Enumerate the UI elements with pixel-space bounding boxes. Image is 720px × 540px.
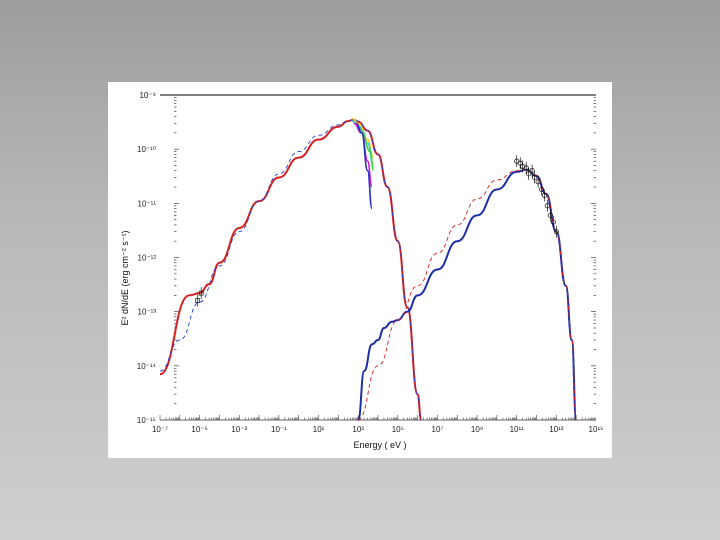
y-tick-label: 10⁻¹⁵ xyxy=(137,416,156,425)
series-line-2 xyxy=(357,168,578,421)
x-tick-label: 10¹ xyxy=(313,425,325,434)
y-tick-label: 10⁻¹⁰ xyxy=(137,145,156,154)
series-layer xyxy=(159,117,578,421)
x-tick-label: 10⁵ xyxy=(392,425,404,434)
x-tick-label: 10⁹ xyxy=(471,425,483,434)
x-tick-label: 10⁻¹ xyxy=(271,425,287,434)
data-point-circle xyxy=(539,186,545,193)
series-line-1 xyxy=(159,119,422,421)
x-tick-label: 10⁻³ xyxy=(231,425,247,434)
y-tick-label: 10⁻⁹ xyxy=(139,91,156,100)
y-tick-label: 10⁻¹⁴ xyxy=(137,362,157,371)
x-tick-label: 10⁻⁷ xyxy=(152,425,168,434)
chart-frame: 10⁻⁹ 10⁻¹⁰ 10⁻¹¹ 10⁻¹² 10⁻¹³ 10⁻¹⁴ 10⁻¹⁵ 10⁻⁷ 10… xyxy=(108,82,612,458)
x-axis-title: Energy ( eV ) xyxy=(353,440,406,450)
x-tick-label: 10¹¹ xyxy=(510,425,525,434)
series-line-8 xyxy=(355,122,373,210)
data-point-circle xyxy=(553,229,559,235)
x-tick-label: 10¹⁵ xyxy=(589,425,604,434)
data-point-circle xyxy=(532,174,538,181)
data-point-square xyxy=(198,290,204,296)
y-tick-label: 10⁻¹³ xyxy=(138,308,157,317)
data-point-circle xyxy=(547,212,553,218)
series-line-3 xyxy=(357,169,577,421)
data-point-circle xyxy=(529,168,535,174)
data-point-circle xyxy=(550,219,556,225)
x-tick-label: 10¹³ xyxy=(549,425,564,434)
x-tick-label: 10³ xyxy=(352,425,364,434)
series-line-0 xyxy=(159,118,423,421)
points-layer xyxy=(195,155,559,307)
data-point-circle xyxy=(535,179,541,185)
y-tick-label: 10⁻¹² xyxy=(138,254,157,263)
y-axis-title: E² dN/dE (erg cm⁻² s⁻¹) xyxy=(120,230,130,325)
data-point-circle xyxy=(541,192,547,198)
data-point-square xyxy=(195,298,201,303)
data-point-circle xyxy=(526,171,532,177)
x-tick-label: 10⁻⁵ xyxy=(191,425,207,434)
x-tick-label: 10⁷ xyxy=(432,425,444,434)
data-point-circle xyxy=(544,203,550,209)
y-tick-label: 10⁻¹¹ xyxy=(138,199,157,208)
